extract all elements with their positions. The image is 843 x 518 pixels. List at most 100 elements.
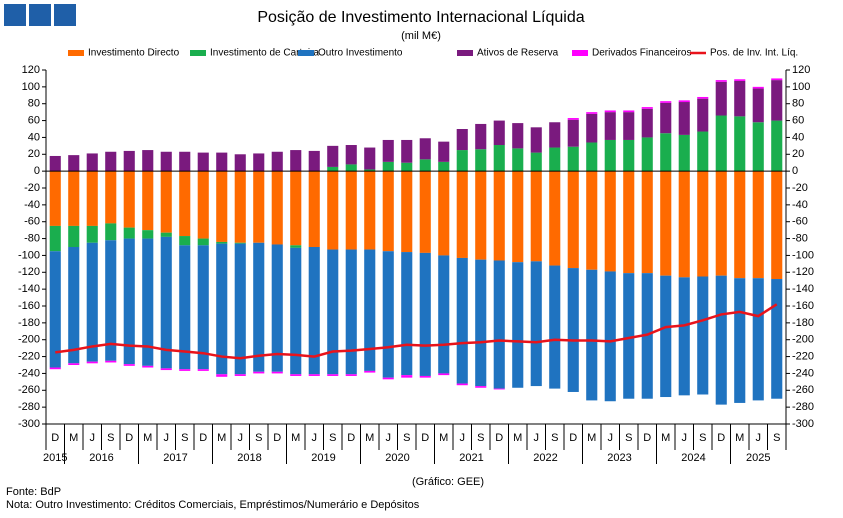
- bar-segment: [697, 98, 709, 132]
- y-tick-label: -200: [18, 334, 40, 346]
- bar-segment: [253, 371, 265, 374]
- bar-segment: [142, 230, 154, 239]
- y-tick-label: 40: [28, 131, 40, 143]
- y2-tick-label: -300: [792, 418, 814, 430]
- bar-segment: [678, 277, 690, 396]
- bar-segment: [105, 360, 117, 363]
- bar-segment: [604, 110, 616, 113]
- bar-segment: [271, 244, 283, 372]
- bar-segment: [771, 80, 783, 121]
- y-tick-label: -140: [18, 283, 40, 295]
- y2-tick-label: -240: [792, 367, 814, 379]
- bar-segment: [475, 123, 487, 150]
- bar-segment: [623, 171, 635, 274]
- bar-segment: [438, 141, 450, 162]
- bar-segment: [734, 79, 746, 81]
- bar-segment: [419, 159, 431, 172]
- bar-segment: [86, 361, 98, 364]
- x-tick-label: J: [682, 432, 688, 444]
- bar-segment: [641, 108, 653, 138]
- bar-segment: [160, 232, 172, 237]
- bar-segment: [734, 116, 746, 172]
- bar-segment: [678, 134, 690, 172]
- bar-segment: [530, 152, 542, 172]
- legend-label: Investimento Directo: [88, 48, 180, 59]
- bar-segment: [530, 127, 542, 153]
- x-tick-label: D: [717, 432, 725, 444]
- bar-segment: [142, 150, 154, 172]
- y-tick-label: -20: [24, 182, 40, 194]
- legend-label: Investimento de Carteira: [210, 48, 319, 59]
- x-tick-label: M: [143, 432, 152, 444]
- bar-segment: [678, 171, 690, 278]
- x-tick-label: J: [534, 432, 540, 444]
- x-tick-label: S: [625, 432, 632, 444]
- bar-segment: [68, 155, 80, 172]
- bar-segment: [549, 171, 561, 266]
- bar-segment: [567, 146, 579, 172]
- bar-segment: [715, 81, 727, 116]
- y-tick-label: -80: [24, 232, 40, 244]
- bar-segment: [179, 171, 191, 237]
- y-tick-label: 60: [28, 114, 40, 126]
- bar-segment: [549, 122, 561, 148]
- x-tick-label: D: [643, 432, 651, 444]
- bar-segment: [641, 107, 653, 109]
- x-tick-label: D: [421, 432, 429, 444]
- bar-segment: [475, 171, 487, 260]
- y2-tick-label: -180: [792, 317, 814, 329]
- bar-segment: [216, 374, 228, 377]
- credit: (Gráfico: GEE): [412, 476, 484, 488]
- bar-segment: [401, 139, 413, 163]
- bar-segment: [493, 260, 505, 389]
- x-tick-label: D: [199, 432, 207, 444]
- bar-segment: [604, 271, 616, 402]
- bar-segment: [623, 139, 635, 172]
- bar-segment: [715, 80, 727, 82]
- y-tick-label: -260: [18, 384, 40, 396]
- bar-segment: [512, 123, 524, 149]
- y2-tick-label: 120: [792, 64, 810, 76]
- bar-segment: [105, 240, 117, 361]
- line-series: [55, 303, 778, 360]
- bar-segment: [160, 368, 172, 371]
- year-label: 2020: [385, 452, 409, 464]
- x-tick-label: D: [51, 432, 59, 444]
- legend-swatch: [68, 50, 84, 56]
- bar-segment: [530, 261, 542, 387]
- x-tick-label: M: [365, 432, 374, 444]
- y2-tick-label: 20: [792, 148, 804, 160]
- bar-segment: [123, 227, 135, 239]
- y2-tick-label: -20: [792, 182, 808, 194]
- bar-segment: [345, 374, 357, 376]
- bar-segment: [105, 171, 117, 224]
- bar-segment: [179, 236, 191, 246]
- bar-segment: [697, 96, 709, 99]
- bar-segment: [382, 171, 394, 252]
- bar-segment: [160, 236, 172, 369]
- year-label: 2022: [533, 452, 557, 464]
- bar-segment: [419, 171, 431, 253]
- bar-segment: [586, 142, 598, 172]
- bar-segment: [290, 247, 302, 375]
- legend-swatch: [457, 50, 473, 56]
- bar-segment: [623, 110, 635, 113]
- bar-segment: [660, 275, 672, 398]
- bar-segment: [271, 151, 283, 172]
- bar-segment: [604, 171, 616, 272]
- year-label: 2017: [163, 452, 187, 464]
- bar-segment: [68, 225, 80, 247]
- bar-segment: [49, 251, 61, 368]
- bar-segment: [419, 252, 431, 376]
- year-label: 2024: [681, 452, 705, 464]
- bar-segment: [290, 171, 302, 246]
- x-tick-label: S: [329, 432, 336, 444]
- bar-segment: [438, 161, 450, 172]
- y2-tick-label: -200: [792, 334, 814, 346]
- y2-tick-label: -40: [792, 199, 808, 211]
- bar-segment: [678, 100, 690, 103]
- chart-subtitle: (mil M€): [401, 30, 441, 42]
- bar-segment: [216, 243, 228, 375]
- bar-segment: [364, 169, 376, 172]
- bar-segment: [234, 171, 246, 243]
